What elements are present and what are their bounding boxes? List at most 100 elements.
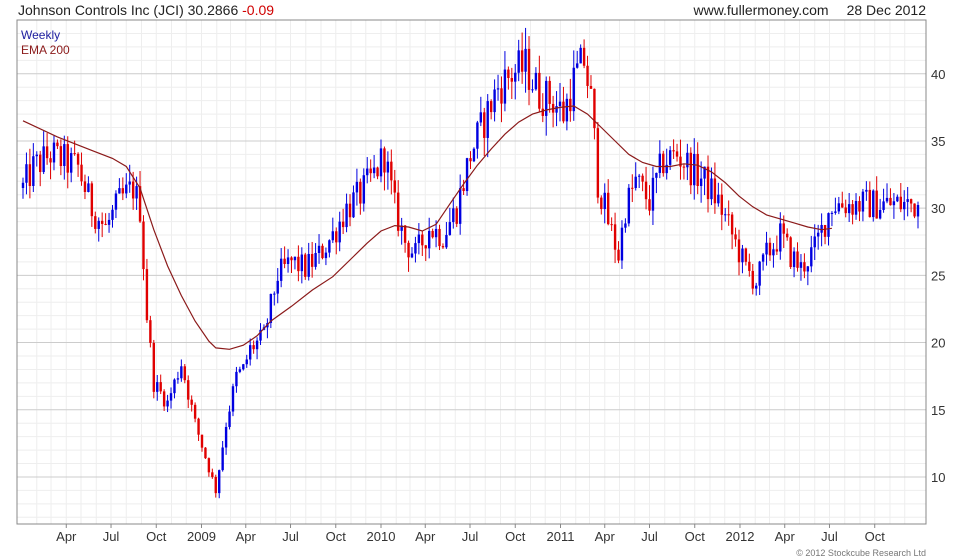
candle-body bbox=[427, 230, 431, 249]
ema-200-line bbox=[22, 105, 832, 350]
x-tick-label: Jul bbox=[103, 529, 120, 544]
x-tick-label: 2010 bbox=[367, 529, 396, 544]
candle-body bbox=[362, 175, 365, 204]
candle-body bbox=[878, 209, 882, 219]
candle-body bbox=[631, 187, 634, 189]
candle-body bbox=[434, 228, 438, 238]
candle-body bbox=[734, 234, 737, 240]
candle-body bbox=[455, 208, 458, 224]
candle-body bbox=[341, 221, 345, 228]
x-tick-label: Jul bbox=[641, 529, 658, 544]
candle-body bbox=[152, 342, 156, 392]
candle-body bbox=[173, 379, 176, 394]
candle-body bbox=[696, 153, 699, 186]
candle-body bbox=[844, 207, 847, 214]
candle-body bbox=[655, 172, 658, 178]
candle-body bbox=[328, 240, 331, 253]
candle-body bbox=[596, 128, 600, 198]
candle-body bbox=[693, 153, 696, 186]
candle-body bbox=[569, 98, 572, 112]
candle-body bbox=[896, 196, 899, 202]
x-tick-label: Jul bbox=[821, 529, 838, 544]
candle-body bbox=[121, 188, 125, 194]
candle-body bbox=[641, 175, 644, 182]
candle-body bbox=[69, 153, 73, 173]
candle-body bbox=[465, 158, 469, 192]
y-tick-label: 10 bbox=[931, 470, 945, 485]
candle-body bbox=[125, 184, 128, 194]
candle-body bbox=[861, 191, 865, 212]
candle-body bbox=[665, 164, 668, 174]
candle-body bbox=[507, 69, 510, 79]
candle-body bbox=[441, 246, 445, 248]
candle-body bbox=[162, 391, 166, 407]
x-tick-label: Apr bbox=[56, 529, 77, 544]
candle-body bbox=[593, 88, 596, 129]
candle-body bbox=[183, 366, 186, 381]
candle-body bbox=[775, 249, 779, 252]
candle-body bbox=[114, 193, 118, 210]
candle-body bbox=[606, 192, 610, 225]
candle-body bbox=[128, 181, 131, 185]
candle-body bbox=[617, 249, 620, 261]
candle-body bbox=[293, 256, 297, 261]
candle-body bbox=[35, 154, 38, 157]
x-tick-label: Apr bbox=[595, 529, 616, 544]
candle-body bbox=[279, 258, 283, 281]
candle-body bbox=[479, 112, 483, 123]
x-tick-label: Oct bbox=[326, 529, 347, 544]
candle-body bbox=[476, 122, 479, 149]
candle-body bbox=[424, 245, 427, 249]
candle-body bbox=[104, 223, 107, 225]
candle-body bbox=[83, 181, 87, 192]
x-tick-label: Oct bbox=[146, 529, 167, 544]
candle-body bbox=[248, 345, 252, 360]
candle-body bbox=[283, 258, 286, 264]
candle-body bbox=[703, 166, 706, 179]
candle-body bbox=[159, 382, 162, 392]
website-link[interactable]: www.fullermoney.com bbox=[693, 2, 829, 18]
candle-body bbox=[366, 168, 369, 176]
candle-body bbox=[820, 224, 823, 233]
candle-body bbox=[469, 158, 472, 162]
candle-body bbox=[304, 254, 307, 277]
legend: Weekly EMA 200 bbox=[21, 28, 70, 58]
candle-body bbox=[761, 254, 765, 262]
candle-body bbox=[345, 203, 348, 228]
candle-body bbox=[582, 47, 586, 66]
candle-body bbox=[847, 204, 851, 214]
candle-body bbox=[668, 150, 672, 165]
candle-body bbox=[531, 89, 534, 91]
candle-body bbox=[383, 148, 386, 173]
candle-body bbox=[909, 199, 913, 204]
candle-body bbox=[913, 203, 916, 217]
candle-body bbox=[352, 192, 355, 218]
candle-body bbox=[627, 187, 631, 224]
legend-weekly: Weekly bbox=[21, 28, 61, 42]
candle-body bbox=[717, 194, 720, 204]
candle-body bbox=[727, 214, 730, 216]
candle-body bbox=[682, 166, 686, 168]
candle-body bbox=[651, 177, 655, 211]
candle-body bbox=[768, 242, 772, 256]
candle-body bbox=[307, 253, 310, 277]
candle-body bbox=[586, 65, 589, 86]
candle-body bbox=[806, 266, 810, 272]
x-tick-label: Oct bbox=[685, 529, 706, 544]
candle-body bbox=[903, 201, 906, 210]
candle-body bbox=[348, 203, 352, 218]
candle-body bbox=[221, 447, 224, 471]
copyright-notice: © 2012 Stockcube Research Ltd bbox=[796, 548, 926, 558]
candle-body bbox=[662, 153, 665, 174]
candle-body bbox=[520, 50, 524, 72]
candle-body bbox=[403, 225, 407, 243]
candle-body bbox=[827, 213, 830, 237]
candle-body bbox=[779, 223, 782, 252]
candle-body bbox=[489, 101, 493, 113]
candle-body bbox=[837, 203, 841, 212]
candle-body bbox=[613, 224, 617, 250]
candle-body bbox=[276, 280, 279, 294]
y-tick-label: 25 bbox=[931, 268, 945, 283]
candle-body bbox=[503, 69, 507, 104]
